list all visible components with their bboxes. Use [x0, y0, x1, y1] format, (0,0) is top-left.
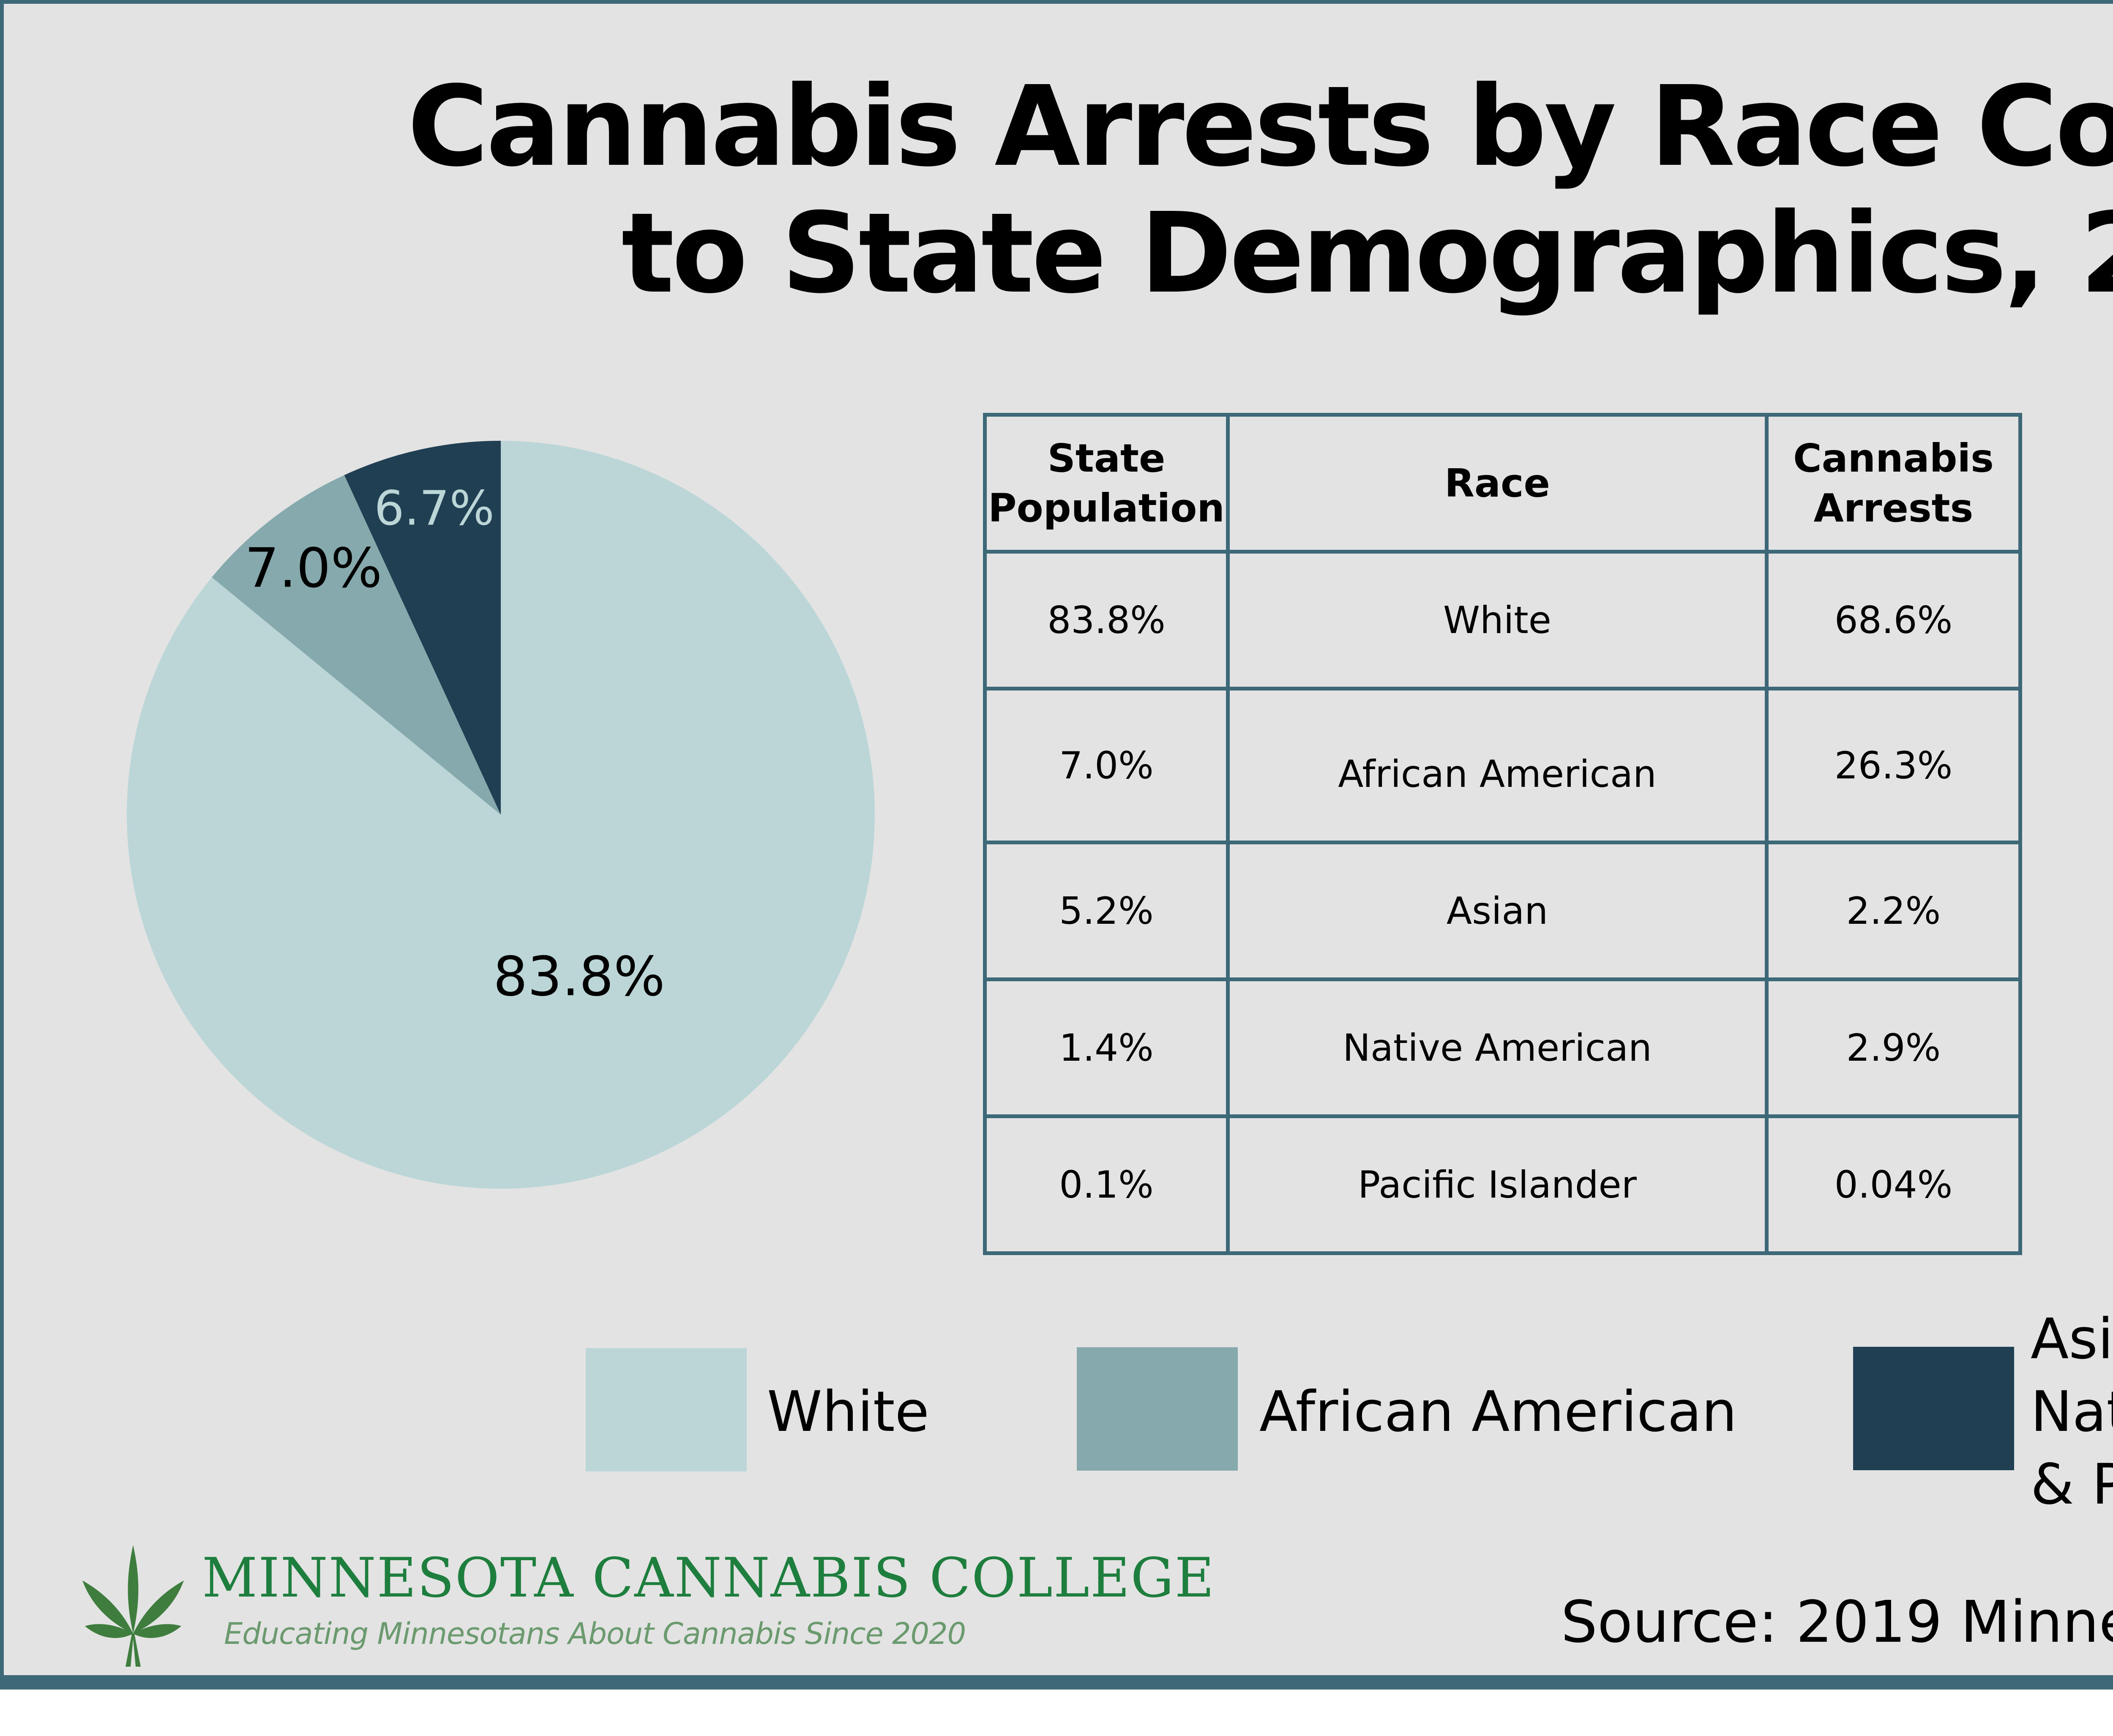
cell-arrests: 68.6%	[1765, 550, 2022, 691]
cell-race: Native American	[1226, 977, 1769, 1118]
cell-arrests: 0.04%	[1765, 1114, 2022, 1255]
table-row: 5.2% Asian 2.2%	[983, 841, 2022, 981]
title-line-2: to State Demographics, 2019	[621, 189, 2113, 318]
table-row: 7.0% African American 26.3%	[983, 687, 2022, 844]
cell-population: 1.4%	[983, 977, 1230, 1118]
cannabis-leaf-icon	[82, 1545, 184, 1667]
pie-slice-african-american	[212, 475, 501, 815]
pie-slice-white	[126, 441, 875, 1189]
race-comparison-table: State Population Race Cannabis Arrests 8…	[983, 413, 2022, 1255]
logo-title: MINNESOTA CANNABIS COLLEGE	[202, 1547, 1215, 1610]
pie-label-other: 6.7%	[374, 481, 494, 536]
legend-swatch-white	[586, 1348, 747, 1471]
cell-population: 7.0%	[983, 687, 1230, 844]
legend-swatch-african-american	[1077, 1347, 1238, 1471]
cell-arrests: 26.3%	[1765, 687, 2022, 844]
table-header-row: State Population Race Cannabis Arrests	[983, 413, 2022, 554]
source-note: Source: 2019 Minnesota Uniform Crime Rep…	[1561, 1589, 2113, 1656]
header-race: Race	[1226, 413, 1769, 554]
title-line-1: Cannabis Arrests by Race Compared	[407, 62, 2113, 191]
cell-race: White	[1226, 550, 1769, 691]
legend-swatch-other	[1853, 1347, 2014, 1470]
header-cannabis-arrests: Cannabis Arrests	[1765, 413, 2022, 554]
chart-title: Cannabis Arrests by Race Compared to Sta…	[0, 63, 2113, 317]
table-row: 1.4% Native American 2.9%	[983, 977, 2022, 1118]
cell-race: Pacific Islander	[1226, 1114, 1769, 1255]
table-row: 83.8% White 68.6%	[983, 550, 2022, 691]
legend-label-african-american: African American	[1259, 1379, 1737, 1444]
pie-label-african-american: 7.0%	[245, 537, 382, 600]
state-population-pie: 83.8% 7.0%6.7%	[126, 441, 875, 1189]
header-state-population: State Population	[983, 413, 1230, 554]
cell-race: Asian	[1226, 841, 1769, 981]
table-row: 0.1% Pacific Islander 0.04%	[983, 1114, 2022, 1255]
legend-label-other: Asian, Native American, & Pacific Island…	[2031, 1307, 2113, 1517]
pie-label-white: 83.8%	[493, 945, 665, 1008]
cell-population: 83.8%	[983, 550, 1230, 691]
pie-slice-other	[344, 441, 501, 815]
cell-race: African American	[1226, 687, 1769, 844]
logo-subtitle: Educating Minnesotans About Cannabis Sin…	[224, 1616, 966, 1651]
cell-arrests: 2.9%	[1765, 977, 2022, 1118]
legend-label-white: White	[767, 1379, 929, 1444]
cell-arrests: 2.2%	[1765, 841, 2022, 981]
cell-population: 0.1%	[983, 1114, 1230, 1255]
cell-population: 5.2%	[983, 841, 1230, 981]
